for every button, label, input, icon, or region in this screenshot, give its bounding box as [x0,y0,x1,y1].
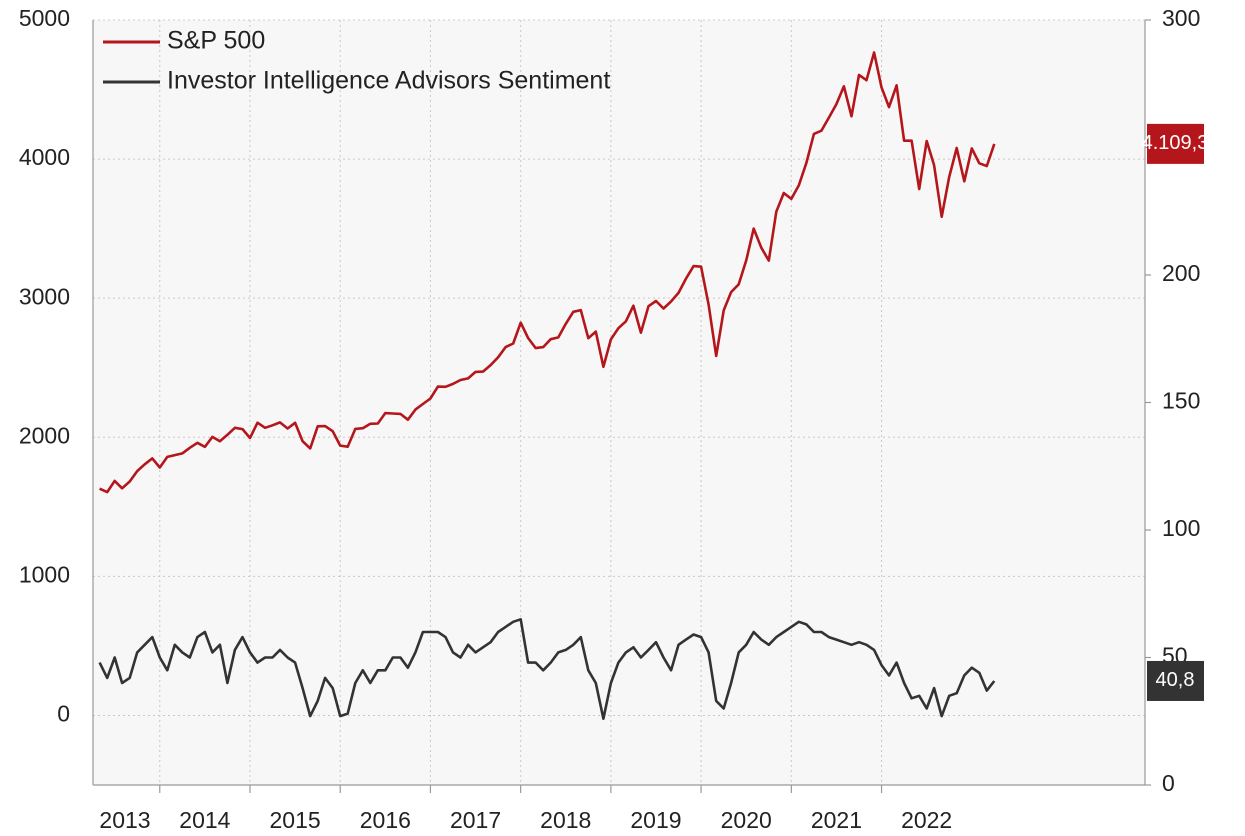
y2-tick-label: 300 [1162,5,1200,31]
value-label-box [1147,660,1204,701]
series-line [99,51,996,494]
x-tick-label: 2015 [270,807,321,833]
value-label: 4.109,3 [1142,132,1209,154]
series-line [98,618,996,720]
y-tick-label: 3000 [19,283,70,309]
value-label-box [1147,123,1204,164]
y-tick-label: 4000 [19,144,70,170]
y2-tick-label: 100 [1162,515,1200,541]
plot-area [93,20,1145,785]
x-tick-label: 2017 [450,807,501,833]
y-tick-label: 2000 [19,422,70,448]
x-tick-label: 2020 [721,807,772,833]
x-tick-label: 2013 [99,807,150,833]
x-tick-label: 2016 [360,807,411,833]
x-tick-label: 2014 [179,807,230,833]
value-label: 40,8 [1156,669,1195,691]
y2-tick-label: 200 [1162,260,1200,286]
x-tick-label: 2019 [630,807,681,833]
legend-label: Investor Intelligence Advisors Sentiment [167,67,610,95]
y2-tick-label: 0 [1162,770,1175,796]
x-tick-label: 2022 [901,807,952,833]
y2-tick-label: 150 [1162,388,1200,414]
x-tick-label: 2021 [811,807,862,833]
y-tick-label: 0 [57,701,70,727]
y-tick-label: 1000 [19,561,70,587]
y-tick-label: 5000 [19,5,70,31]
x-tick-label: 2018 [540,807,591,833]
legend-label: S&P 500 [167,27,265,55]
